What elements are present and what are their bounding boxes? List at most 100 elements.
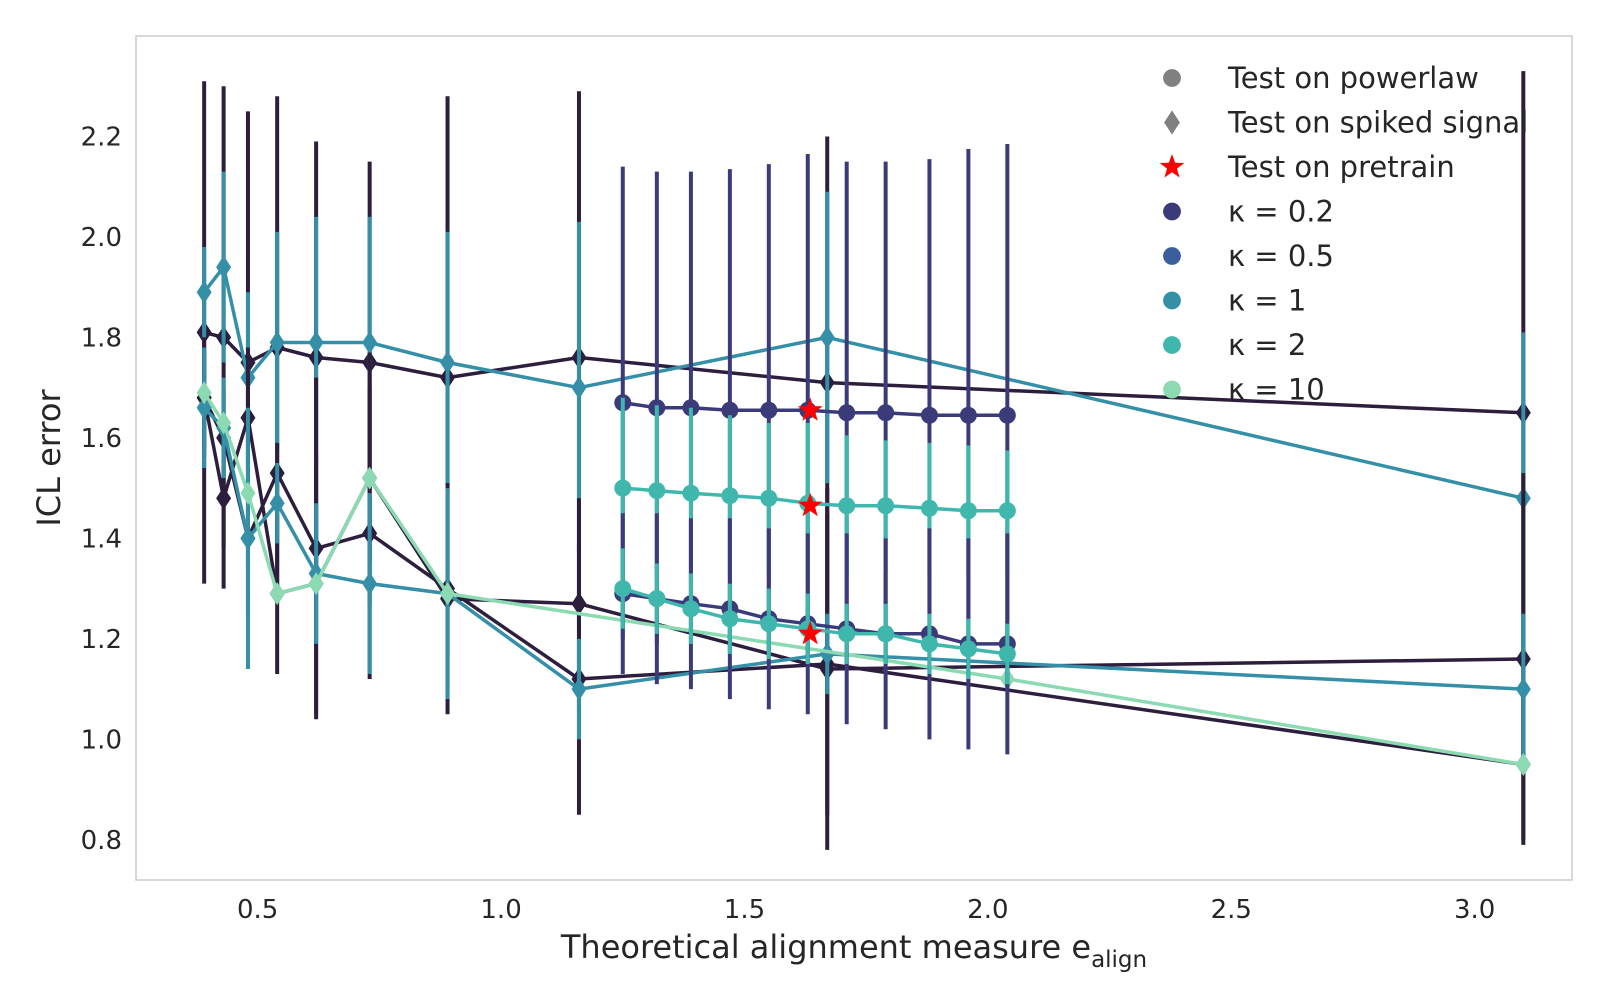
data-point [269,330,285,354]
x-tick-label: 2.0 [967,895,1008,925]
data-point [819,325,835,349]
x-tick-label: 3.0 [1454,895,1495,925]
legend-marker [1163,336,1181,354]
y-tick-label: 1.8 [81,323,122,353]
data-point [362,572,378,596]
legend-marker [1164,110,1180,135]
data-point [721,401,739,419]
data-point [308,572,324,596]
data-point [721,610,739,628]
data-point [920,499,938,517]
y-tick-label: 0.8 [81,826,122,856]
data-point [216,411,232,435]
data-point [269,582,285,606]
y-tick-label: 1.6 [81,424,122,454]
data-point [240,481,256,505]
x-tick-labels: 0.5 1.0 1.5 2.0 2.5 3.0 [237,895,1495,925]
data-point [362,330,378,354]
data-point [648,590,666,608]
legend-item: κ = 0.2 [1163,195,1334,229]
legend-item: κ = 10 [1163,373,1325,407]
y-tick-label: 1.0 [81,725,122,755]
data-point [648,482,666,500]
data-point [196,381,212,405]
data-point [269,491,285,515]
data-point [1515,752,1531,776]
legend-marker [1159,154,1185,178]
plot-area [135,35,1573,881]
data-layer [196,71,1531,850]
legend-label: κ = 0.2 [1228,195,1334,229]
x-tick-label: 2.5 [1211,895,1252,925]
data-point [571,376,587,400]
legend-label: Test on pretrain [1227,150,1455,184]
series-5 [196,381,1531,776]
x-axis-label: Theoretical alignment measure ealign [560,928,1147,973]
x-tick-label: 1.0 [480,895,521,925]
data-point [216,255,232,279]
data-point [877,497,895,515]
legend-label: κ = 1 [1228,284,1306,318]
pretrain-points [797,397,823,645]
y-tick-labels: 0.8 1.0 1.2 1.4 1.6 1.8 2.0 2.2 [81,122,122,855]
y-tick-label: 1.4 [81,524,122,554]
data-point [196,280,212,304]
legend-label: κ = 2 [1228,328,1306,362]
pretrain-star [797,397,823,421]
data-point [838,404,856,422]
data-point [1515,677,1531,701]
legend-item: κ = 1 [1163,284,1306,318]
series-line [202,265,1524,500]
legend-label: Test on spiked signal [1227,106,1528,140]
x-tick-label: 1.5 [724,895,765,925]
legend-marker [1163,69,1181,87]
data-point [959,406,977,424]
data-point [760,615,778,633]
data-point [819,642,835,666]
data-point [920,635,938,653]
data-point [216,486,232,510]
data-point [362,466,378,490]
legend-label: κ = 0.5 [1228,239,1334,273]
data-point [998,502,1016,520]
data-point [838,625,856,643]
series-line [202,406,1524,691]
data-point [440,351,456,375]
pretrain-star [797,620,823,645]
legend-marker [1163,247,1181,265]
data-point [440,582,456,606]
data-point [614,479,632,497]
legend-item: Test on powerlaw [1163,61,1479,95]
data-point [998,645,1016,663]
data-point [838,497,856,515]
legend: Test on powerlaw Test on spiked signal Tes… [1159,61,1528,407]
series-7 [614,397,1016,584]
legend-label: Test on powerlaw [1227,61,1479,95]
x-tick-label: 0.5 [237,895,278,925]
data-point [760,489,778,507]
legend-item: Test on spiked signal [1164,106,1528,140]
legend-marker [1163,202,1181,221]
data-point [240,526,256,550]
y-tick-label: 2.0 [81,223,122,253]
data-point [877,404,895,422]
data-point [998,406,1016,424]
legend-marker [1163,291,1181,310]
y-axis-label: ICL error [30,389,68,527]
data-point [721,487,739,505]
data-point [959,502,977,520]
data-point [614,580,632,598]
data-point [308,330,324,354]
legend-label: κ = 10 [1228,373,1325,407]
data-point [682,600,700,618]
data-point [920,406,938,424]
y-tick-label: 2.2 [81,122,122,152]
y-tick-label: 1.2 [81,625,122,655]
legend-item: κ = 0.5 [1163,239,1334,273]
data-point [959,640,977,658]
series-9 [614,548,1016,685]
series-line [203,330,1524,415]
data-point [196,396,212,420]
data-point [877,625,895,643]
data-point [682,484,700,502]
